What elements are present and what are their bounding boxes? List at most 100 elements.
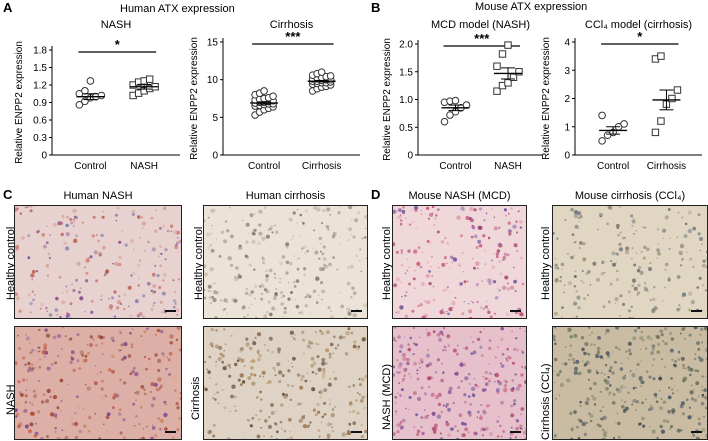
tissue-speckle bbox=[128, 305, 130, 307]
tissue-speckle bbox=[630, 214, 634, 218]
tissue-speckle bbox=[88, 342, 94, 348]
tissue-speckle bbox=[134, 358, 136, 360]
tissue-speckle bbox=[296, 373, 301, 377]
tissue-speckle bbox=[509, 327, 512, 328]
tissue-speckle bbox=[587, 294, 589, 297]
tissue-speckle bbox=[24, 334, 27, 336]
tissue-speckle bbox=[649, 299, 652, 302]
tissue-speckle bbox=[295, 304, 300, 309]
tissue-speckle bbox=[484, 370, 488, 375]
tissue-speckle bbox=[19, 212, 23, 215]
tissue-speckle bbox=[296, 267, 300, 271]
tissue-speckle bbox=[469, 206, 474, 211]
tissue-speckle bbox=[217, 402, 220, 405]
tissue-speckle bbox=[569, 411, 573, 415]
tissue-speckle bbox=[687, 415, 692, 420]
tissue-speckle bbox=[59, 378, 64, 383]
tissue-speckle bbox=[476, 416, 478, 418]
tissue-speckle bbox=[571, 357, 575, 362]
tissue-speckle bbox=[282, 315, 284, 317]
tissue-speckle bbox=[138, 312, 143, 317]
tissue-speckle bbox=[223, 349, 226, 352]
tissue-speckle bbox=[503, 208, 507, 212]
tissue-speckle bbox=[301, 415, 305, 418]
tissue-speckle bbox=[352, 384, 356, 387]
tissue-speckle bbox=[15, 206, 18, 209]
tissue-speckle bbox=[204, 288, 206, 292]
tissue-speckle bbox=[611, 251, 616, 256]
tissue-speckle bbox=[637, 291, 641, 295]
tissue-speckle bbox=[311, 387, 316, 392]
tissue-speckle bbox=[639, 270, 644, 275]
tissue-speckle bbox=[258, 209, 263, 214]
tissue-speckle bbox=[431, 376, 434, 379]
tissue-speckle bbox=[176, 428, 180, 432]
tissue-speckle bbox=[204, 387, 208, 392]
tissue-speckle bbox=[434, 395, 440, 400]
tissue-speckle bbox=[468, 303, 470, 305]
histology-mouse-cirrhosis bbox=[552, 326, 708, 440]
tissue-speckle bbox=[41, 350, 46, 354]
tissue-speckle bbox=[520, 256, 523, 260]
tissue-speckle bbox=[622, 376, 626, 380]
tissue-speckle bbox=[420, 386, 424, 390]
tissue-speckle bbox=[436, 358, 440, 362]
tissue-speckle bbox=[589, 387, 593, 391]
tissue-speckle bbox=[323, 412, 327, 416]
tissue-speckle bbox=[288, 417, 292, 422]
tissue-speckle bbox=[204, 272, 209, 277]
tissue-speckle bbox=[697, 348, 701, 351]
tissue-speckle bbox=[97, 239, 100, 243]
tissue-speckle bbox=[705, 358, 707, 360]
tissue-speckle bbox=[212, 423, 216, 427]
tissue-speckle bbox=[73, 215, 77, 219]
tissue-speckle bbox=[41, 400, 45, 404]
tissue-speckle bbox=[687, 228, 693, 234]
tissue-speckle bbox=[45, 264, 50, 268]
tissue-speckle bbox=[476, 384, 480, 388]
tissue-speckle bbox=[352, 409, 356, 414]
tissue-speckle bbox=[45, 241, 49, 245]
tissue-speckle bbox=[258, 223, 262, 227]
tissue-speckle bbox=[447, 407, 451, 412]
tissue-speckle bbox=[363, 303, 367, 308]
tissue-speckle bbox=[310, 341, 314, 345]
tissue-speckle bbox=[346, 281, 351, 286]
tissue-speckle bbox=[34, 367, 36, 369]
tissue-speckle bbox=[150, 391, 152, 393]
tissue-speckle bbox=[72, 361, 75, 364]
tissue-speckle bbox=[221, 360, 225, 364]
tissue-speckle bbox=[570, 207, 574, 212]
tissue-speckle bbox=[116, 300, 122, 305]
tissue-speckle bbox=[226, 437, 231, 439]
tissue-speckle bbox=[159, 387, 161, 390]
tissue-speckle bbox=[679, 307, 681, 310]
tissue-speckle bbox=[500, 364, 505, 368]
tissue-speckle bbox=[671, 392, 675, 395]
tissue-speckle bbox=[79, 287, 82, 290]
tissue-speckle bbox=[475, 261, 480, 266]
tissue-speckle bbox=[322, 375, 326, 379]
tissue-speckle bbox=[697, 422, 702, 426]
tissue-speckle bbox=[356, 411, 360, 415]
tissue-speckle bbox=[515, 426, 519, 431]
tissue-speckle bbox=[143, 249, 146, 253]
tissue-speckle bbox=[512, 224, 517, 229]
tissue-speckle bbox=[428, 281, 432, 286]
tissue-speckle bbox=[361, 395, 365, 400]
tissue-speckle bbox=[15, 408, 18, 413]
tissue-speckle bbox=[172, 279, 175, 282]
tissue-speckle bbox=[659, 424, 663, 429]
tissue-speckle bbox=[279, 261, 283, 266]
tissue-speckle bbox=[499, 362, 502, 365]
tissue-speckle bbox=[408, 372, 411, 375]
tissue-speckle bbox=[115, 213, 118, 217]
tissue-speckle bbox=[139, 437, 141, 439]
tissue-speckle bbox=[172, 436, 175, 439]
tissue-speckle bbox=[491, 265, 496, 270]
tissue-speckle bbox=[46, 366, 51, 371]
tissue-speckle bbox=[315, 301, 319, 304]
tissue-speckle bbox=[298, 311, 301, 314]
tissue-speckle bbox=[33, 418, 35, 420]
tissue-speckle bbox=[405, 407, 407, 410]
